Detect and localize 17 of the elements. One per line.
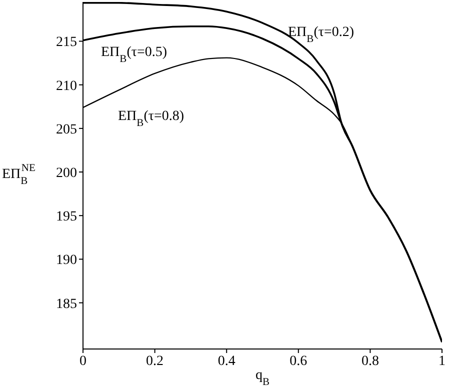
y-tick-label: 190 [56, 253, 77, 268]
y-tick-label: 185 [56, 296, 77, 312]
annotation: EΠ$_{B}$(τ=0.5) [101, 45, 168, 66]
y-tick-label: 215 [56, 35, 77, 50]
y-tick-label: 195 [56, 210, 77, 225]
annotation: EΠ$_{B}$(τ=0.8) [118, 109, 184, 130]
x-tick-label: 1 [438, 354, 446, 369]
x-tick-label: 0.6 [290, 354, 308, 369]
y-tick-label: 200 [56, 166, 77, 181]
y-tick-label: 210 [56, 78, 77, 94]
annotation: EΠ$_{B}$(τ=0.2) [288, 25, 354, 46]
y-tick-label: 205 [56, 122, 77, 138]
x-axis-title: q$_{B}$ [255, 368, 270, 388]
x-tick-label: 0.4 [218, 354, 236, 369]
x-tick-label: 0 [80, 354, 86, 369]
x-tick-label: 0.2 [146, 354, 164, 369]
x-tick-label: 0.8 [361, 354, 379, 369]
